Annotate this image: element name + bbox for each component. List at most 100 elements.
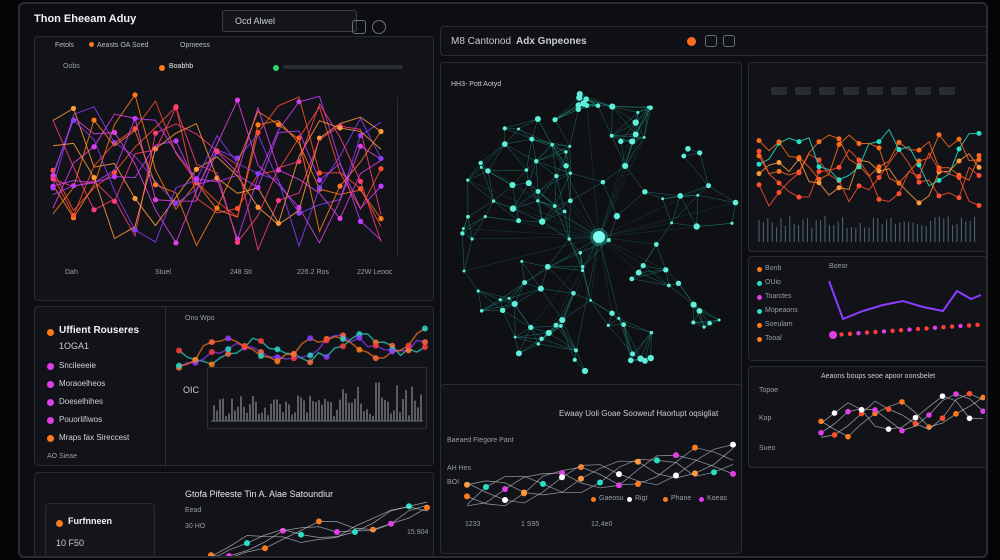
wave-point <box>296 204 302 211</box>
network-node <box>559 316 566 324</box>
right-tab-chip[interactable] <box>843 87 859 95</box>
network-edge <box>568 238 583 271</box>
record-icon[interactable] <box>687 37 696 46</box>
network-edge <box>551 144 567 166</box>
network-node <box>539 336 544 342</box>
right-bottom-point <box>980 408 985 414</box>
window-icon[interactable] <box>705 35 717 47</box>
right-tab-chip[interactable] <box>819 87 835 95</box>
right-wave-line <box>758 149 980 206</box>
network-edge <box>582 239 609 267</box>
right-wave-point <box>876 174 882 180</box>
network-edge <box>656 222 672 245</box>
right-wave-point <box>776 160 782 166</box>
wave-point <box>378 183 384 189</box>
right-tab-chip[interactable] <box>915 87 931 95</box>
network-edge <box>463 216 486 229</box>
network-edge <box>696 195 699 227</box>
chart-icon[interactable] <box>352 20 366 34</box>
network-spoke <box>598 107 651 238</box>
right-mid-line <box>828 280 982 321</box>
wave-line <box>52 105 382 227</box>
right-wave-line <box>758 133 980 184</box>
right-tab-chip[interactable] <box>939 87 955 95</box>
network-node <box>478 160 483 166</box>
network-edge <box>624 165 646 192</box>
right-mid-marker <box>829 331 837 339</box>
tab-assets[interactable]: Aeasts OA Soed <box>97 42 149 49</box>
network-edge <box>518 118 539 130</box>
wave-point <box>316 185 323 191</box>
network-node <box>589 298 593 302</box>
left-top-panel: Fetols Aeasts OA Soed Opmeess Oobs Boabh… <box>34 36 434 301</box>
network-node <box>629 276 635 282</box>
network-edge <box>481 299 501 311</box>
network-edge <box>562 293 574 321</box>
right-bottom-point <box>899 427 905 434</box>
network-edge <box>487 143 505 172</box>
bottom-wave-chart <box>208 501 430 556</box>
alert-icon[interactable] <box>372 20 386 34</box>
network-edge <box>643 107 649 138</box>
glow-point <box>225 350 232 357</box>
right-wave-point <box>816 176 822 182</box>
network-edge <box>487 170 513 186</box>
network-edge <box>631 269 666 280</box>
network-spoke <box>481 167 600 238</box>
multi-wave-chart <box>50 92 384 252</box>
network-node <box>502 126 507 131</box>
right-wave-point <box>956 146 962 152</box>
tab-opmeess[interactable]: Opmeess <box>180 42 210 49</box>
network-edge <box>683 155 709 186</box>
network-edge <box>643 265 670 286</box>
right-wave-line <box>758 148 980 207</box>
right-wave-point <box>896 180 902 186</box>
network-spoke <box>598 222 672 238</box>
network-node <box>635 269 642 276</box>
right-tab-chip[interactable] <box>795 87 811 95</box>
right-tab-chip[interactable] <box>867 87 883 95</box>
right-tab-chip[interactable] <box>771 87 787 95</box>
right-bottom-point <box>953 391 959 397</box>
document-icon[interactable] <box>723 35 735 47</box>
network-edge <box>554 176 557 207</box>
network-edge <box>590 300 613 314</box>
glow-point <box>258 353 264 360</box>
right-bottom-label2: Kop <box>759 415 772 422</box>
network-spoke <box>537 118 600 238</box>
network-edge <box>693 304 705 328</box>
network-spoke <box>537 200 600 238</box>
network-edge <box>570 172 603 183</box>
center-wave-point <box>540 480 546 487</box>
center-wave-point <box>635 480 641 487</box>
center-title: M8 Cantonod <box>451 36 512 47</box>
right-bottom-point <box>858 410 865 417</box>
network-node <box>690 301 697 308</box>
network-node <box>567 237 571 241</box>
network-edge <box>631 278 669 286</box>
network-edge <box>552 144 566 153</box>
network-node <box>629 138 636 145</box>
network-edge <box>518 128 553 145</box>
right-tab-chip[interactable] <box>891 87 907 95</box>
network-spoke <box>598 112 639 238</box>
right-list-label: Bonb <box>765 265 782 272</box>
wave-point <box>255 122 261 128</box>
right-wave-point <box>916 200 922 206</box>
bottom-wave-point <box>244 540 250 547</box>
network-edge <box>537 191 555 207</box>
network-node <box>534 159 539 164</box>
right-wave-line <box>758 128 980 187</box>
network-edge <box>638 269 666 273</box>
legend-label: Doeselhihes <box>59 397 104 406</box>
wave-point <box>357 178 364 184</box>
network-node <box>479 308 484 313</box>
wave-point <box>337 215 343 222</box>
tab-fetols[interactable]: Fetols <box>55 42 75 49</box>
network-node <box>562 209 567 214</box>
network-node <box>580 264 585 269</box>
network-edge <box>554 109 579 120</box>
center-legend-label: Koeas <box>707 495 727 502</box>
network-edge <box>504 128 519 145</box>
search-input[interactable]: Ocd Alwel <box>222 10 357 32</box>
